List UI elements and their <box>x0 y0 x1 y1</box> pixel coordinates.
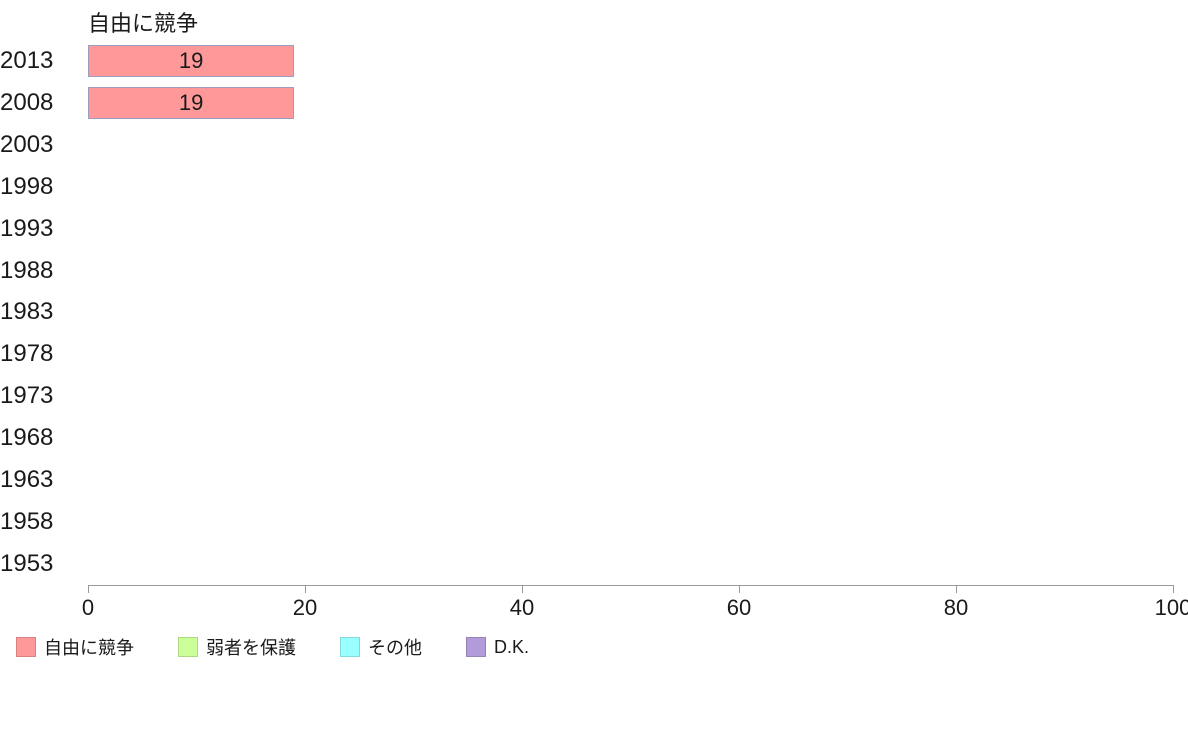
year-label-1983: 1983 <box>0 298 80 326</box>
chart-row-1973: 1973 <box>88 375 1173 417</box>
chart-row-1953: 1953 <box>88 543 1173 585</box>
legend-label-自由に競争: 自由に競争 <box>44 634 134 660</box>
chart-row-1998: 1998 <box>88 166 1173 208</box>
x-axis-label-100: 100 <box>1155 595 1188 621</box>
plot-area: 2013 19 2008 19 2003 1998 1993 1988 1983 1978 1973… <box>88 40 1173 585</box>
year-label-1963: 1963 <box>0 466 80 494</box>
x-axis-tick-0 <box>88 585 89 593</box>
legend-swatch-その他 <box>340 637 360 657</box>
chart-row-2003: 2003 <box>88 124 1173 166</box>
legend-label-D.K.: D.K. <box>494 637 529 658</box>
chart-row-1958: 1958 <box>88 501 1173 543</box>
x-axis-tick-100 <box>1173 585 1174 593</box>
chart-row-1993: 1993 <box>88 208 1173 250</box>
bar-2008[interactable]: 19 <box>88 87 294 119</box>
chart-row-1968: 1968 <box>88 417 1173 459</box>
year-label-1978: 1978 <box>0 340 80 368</box>
legend-swatch-自由に競争 <box>16 637 36 657</box>
legend-item-その他[interactable]: その他 <box>340 634 422 660</box>
chart-row-1988: 1988 <box>88 250 1173 292</box>
year-label-1973: 1973 <box>0 382 80 410</box>
legend: 自由に競争 弱者を保護 その他 D.K. <box>16 634 565 660</box>
year-label-2003: 2003 <box>0 131 80 159</box>
legend-swatch-D.K. <box>466 637 486 657</box>
x-axis-label-80: 80 <box>944 595 968 621</box>
x-axis-label-20: 20 <box>293 595 317 621</box>
x-axis-label-40: 40 <box>510 595 534 621</box>
chart-container: 自由に競争 2013 19 2008 19 2003 1998 1993 1988 1983 19… <box>0 0 1188 736</box>
legend-item-D.K.[interactable]: D.K. <box>466 637 529 658</box>
x-axis-label-0: 0 <box>82 595 94 621</box>
legend-item-弱者を保護[interactable]: 弱者を保護 <box>178 634 296 660</box>
chart-title: 自由に競争 <box>88 6 198 38</box>
chart-row-1983: 1983 <box>88 292 1173 334</box>
year-label-1968: 1968 <box>0 424 80 452</box>
x-axis-label-60: 60 <box>727 595 751 621</box>
legend-label-弱者を保護: 弱者を保護 <box>206 634 296 660</box>
legend-label-その他: その他 <box>368 634 422 660</box>
year-label-1988: 1988 <box>0 257 80 285</box>
x-axis-tick-80 <box>956 585 957 593</box>
year-label-1953: 1953 <box>0 550 80 578</box>
x-axis-tick-60 <box>739 585 740 593</box>
chart-row-2013: 2013 19 <box>88 40 1173 82</box>
year-label-1993: 1993 <box>0 215 80 243</box>
year-label-1958: 1958 <box>0 508 80 536</box>
year-label-1998: 1998 <box>0 173 80 201</box>
chart-row-2008: 2008 19 <box>88 82 1173 124</box>
x-axis-tick-20 <box>305 585 306 593</box>
legend-item-自由に競争[interactable]: 自由に競争 <box>16 634 134 660</box>
chart-row-1963: 1963 <box>88 459 1173 501</box>
chart-row-1978: 1978 <box>88 333 1173 375</box>
x-axis-line <box>88 585 1173 586</box>
year-label-2008: 2008 <box>0 89 80 117</box>
year-label-2013: 2013 <box>0 47 80 75</box>
bar-2013[interactable]: 19 <box>88 45 294 77</box>
legend-swatch-弱者を保護 <box>178 637 198 657</box>
x-axis-tick-40 <box>522 585 523 593</box>
